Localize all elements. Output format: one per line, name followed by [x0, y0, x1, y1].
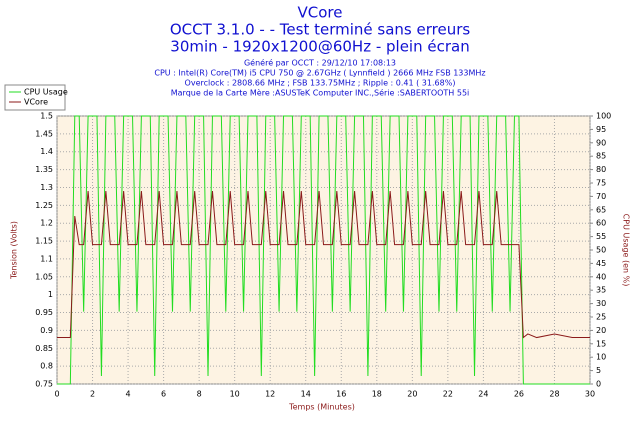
y2-tick-label: 45	[596, 259, 606, 268]
x-tick-label: 20	[407, 390, 417, 399]
y-tick-label: 1.35	[35, 165, 53, 174]
y2-tick-label: 35	[596, 286, 606, 295]
x-tick-label: 0	[54, 390, 59, 399]
y-tick-label: 1	[48, 290, 53, 299]
y-axis-label: Tension (Volts)	[10, 221, 19, 280]
x-tick-label: 12	[265, 390, 275, 399]
y2-tick-label: 95	[596, 125, 606, 134]
x-tick-label: 14	[301, 390, 311, 399]
x-tick-label: 6	[161, 390, 166, 399]
legend-label: CPU Usage	[24, 88, 68, 97]
y2-tick-label: 65	[596, 205, 606, 214]
y2-tick-label: 60	[596, 219, 606, 228]
plot-area	[56, 115, 591, 385]
y2-tick-label: 10	[596, 353, 606, 362]
y-tick-label: 1.1	[40, 254, 53, 263]
y2-tick-label: 20	[596, 326, 606, 335]
y-tick-label: 0.95	[35, 308, 53, 317]
info: Généré par OCCT : 29/12/10 17:08:13	[244, 58, 396, 68]
series-line	[57, 115, 590, 385]
x-tick-label: 30	[585, 390, 595, 399]
y2-tick-label: 100	[596, 112, 611, 121]
y2-tick-label: 85	[596, 152, 606, 161]
x-tick-label: 24	[478, 390, 488, 399]
info: Marque de la Carte Mère :ASUSTeK Compute…	[171, 88, 470, 98]
y2-tick-label: 15	[596, 339, 606, 348]
x-tick-label: 2	[90, 390, 95, 399]
subtitle: 30min - 1920x1200@60Hz - plein écran	[170, 38, 469, 56]
x-tick-label: 22	[443, 390, 453, 399]
y-tick-label: 1.25	[35, 201, 53, 210]
x-tick-label: 16	[336, 390, 346, 399]
y2-tick-label: 70	[596, 192, 606, 201]
y2-tick-label: 30	[596, 299, 606, 308]
y2-tick-label: 25	[596, 313, 606, 322]
chart-title: VCore	[298, 4, 343, 22]
series-line	[57, 190, 590, 339]
y-tick-label: 1.45	[35, 129, 53, 138]
y2-tick-label: 50	[596, 246, 606, 255]
y-tick-label: 0.75	[35, 380, 53, 389]
y2-axis-label: CPU Usage (en %)	[622, 214, 631, 287]
legend-label: VCore	[24, 98, 48, 107]
y-tick-label: 1.5	[40, 112, 53, 121]
x-tick-label: 4	[126, 390, 131, 399]
y2-tick-label: 55	[596, 232, 606, 241]
x-tick-label: 28	[549, 390, 559, 399]
x-tick-label: 26	[514, 390, 524, 399]
info: Overclock : 2808.66 MHz ; FSB 133.75MHz …	[185, 79, 456, 88]
y2-tick-label: 40	[596, 272, 606, 281]
y-tick-label: 1.05	[35, 272, 53, 281]
y-tick-label: 0.85	[35, 344, 53, 353]
info: CPU : Intel(R) Core(TM) i5 CPU 750 @ 2.6…	[154, 69, 485, 78]
x-axis-label: Temps (Minutes)	[288, 403, 355, 412]
x-tick-label: 10	[230, 390, 240, 399]
y-tick-label: 1.2	[40, 219, 53, 228]
y2-tick-label: 5	[596, 366, 601, 375]
y-tick-label: 1.15	[35, 237, 53, 246]
y2-tick-label: 75	[596, 179, 606, 188]
y-tick-label: 0.8	[40, 362, 53, 371]
legend	[4, 84, 66, 111]
subtitle: OCCT 3.1.0 - - Test terminé sans erreurs	[170, 21, 471, 39]
y-tick-label: 0.9	[40, 326, 53, 335]
x-tick-label: 8	[197, 390, 202, 399]
y-tick-label: 1.4	[40, 147, 53, 156]
y2-tick-label: 80	[596, 165, 606, 174]
y2-tick-label: 90	[596, 138, 606, 147]
x-tick-label: 18	[372, 390, 382, 399]
y2-tick-label: 0	[596, 380, 601, 389]
y-tick-label: 1.3	[40, 183, 53, 192]
